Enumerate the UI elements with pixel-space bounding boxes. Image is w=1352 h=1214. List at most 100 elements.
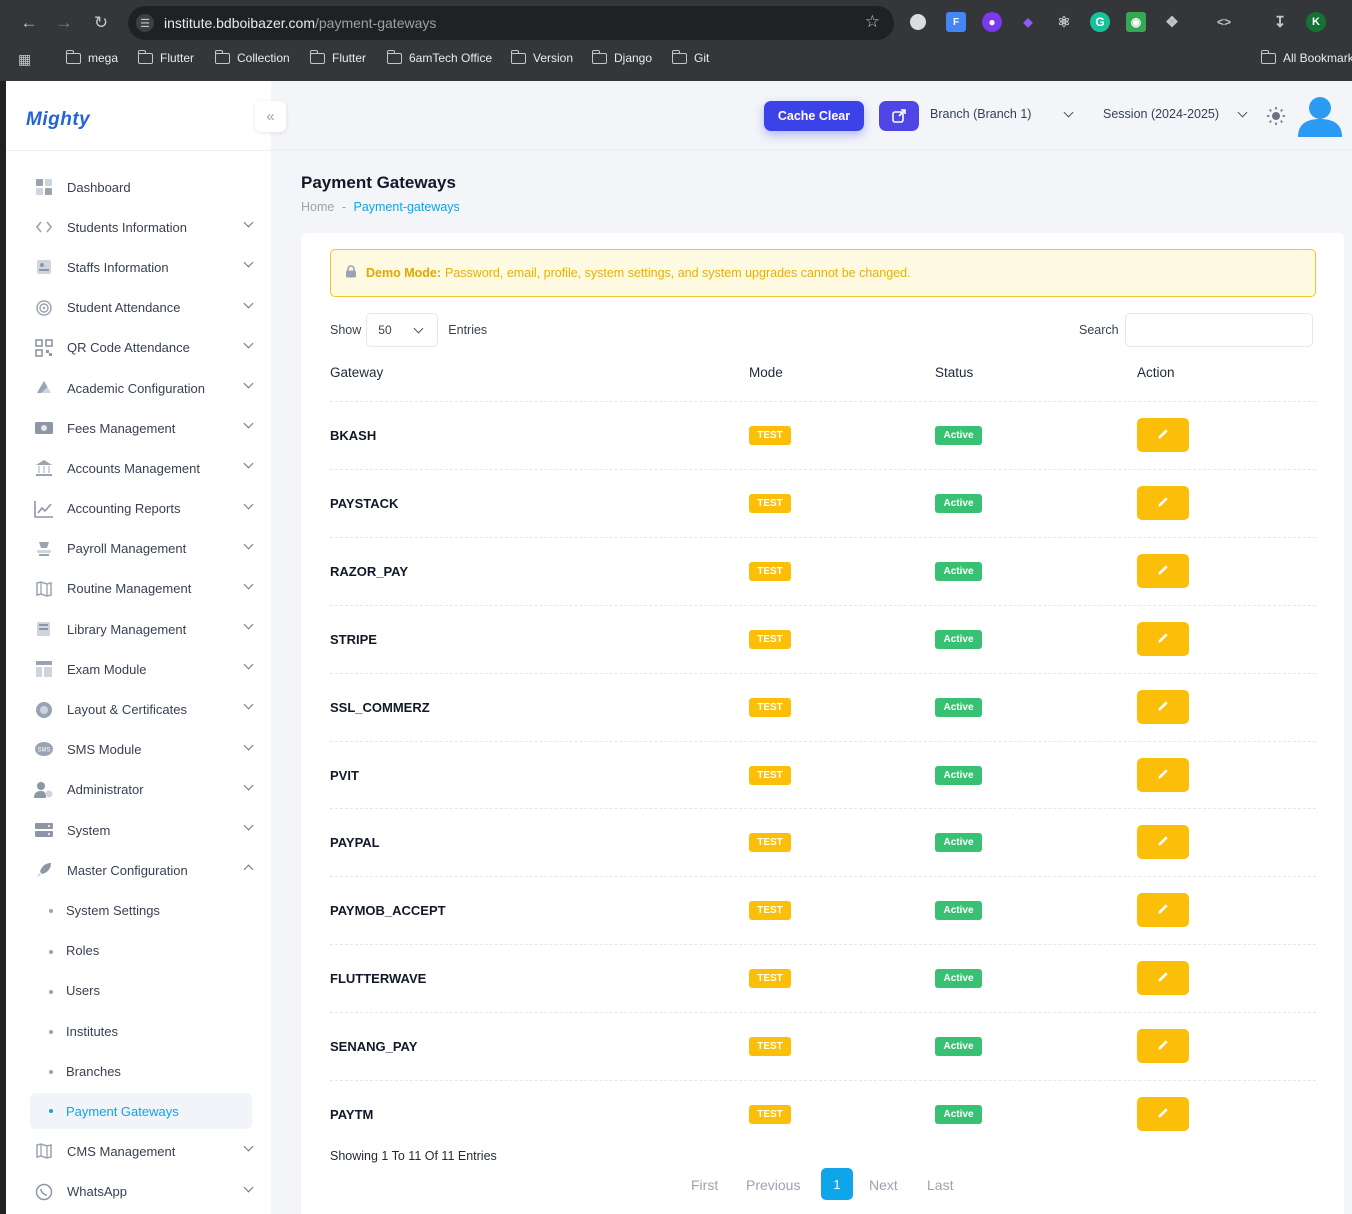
edit-button[interactable] bbox=[1137, 553, 1189, 588]
chevron-down-icon bbox=[243, 659, 254, 670]
sidebar-item-sms-module[interactable]: SMS SMS Module bbox=[30, 730, 254, 770]
pagination-last[interactable]: Last bbox=[927, 1177, 954, 1193]
sidebar-subitem-roles[interactable]: Roles bbox=[30, 931, 252, 971]
bookmark-folder[interactable]: mega bbox=[65, 49, 118, 65]
entries-select[interactable]: 50 bbox=[366, 313, 439, 347]
flutter-extension-icon[interactable]: F bbox=[946, 12, 966, 32]
bookmark-folder[interactable]: Version bbox=[510, 49, 573, 65]
all-bookmarks-folder[interactable]: All Bookmarks bbox=[1260, 49, 1352, 65]
extension-icon[interactable] bbox=[910, 14, 926, 30]
bookmark-folder[interactable]: Git bbox=[671, 49, 709, 65]
sidebar-item-payroll-management[interactable]: Payroll Management bbox=[30, 529, 254, 569]
edit-button[interactable] bbox=[1137, 961, 1189, 996]
pencil-icon bbox=[1157, 970, 1170, 986]
edit-button[interactable] bbox=[1137, 689, 1189, 724]
theme-toggle-sun-icon[interactable] bbox=[1266, 106, 1286, 126]
external-link-button[interactable] bbox=[879, 101, 919, 131]
chevron-down-icon bbox=[243, 699, 254, 710]
sidebar-item-library-management[interactable]: Library Management bbox=[30, 609, 254, 649]
pagination-next[interactable]: Next bbox=[869, 1177, 898, 1193]
branch-select[interactable]: Branch (Branch 1) bbox=[930, 107, 1032, 121]
camera-extension-icon[interactable]: ◉ bbox=[1126, 12, 1146, 32]
user-avatar[interactable] bbox=[1296, 95, 1344, 137]
edit-button[interactable] bbox=[1137, 825, 1189, 860]
bookmark-folder[interactable]: Django bbox=[591, 49, 652, 65]
chevron-up-icon bbox=[243, 864, 254, 875]
edit-button[interactable] bbox=[1137, 757, 1189, 792]
sidebar-item-accounting-reports[interactable]: Accounting Reports bbox=[30, 489, 254, 529]
address-bar[interactable]: ☰ institute.bdboibazer.com/payment-gatew… bbox=[128, 6, 894, 40]
bookmark-folder[interactable]: 6amTech Office bbox=[386, 49, 492, 65]
pencil-icon bbox=[1157, 427, 1170, 443]
sidebar-item-dashboard[interactable]: Dashboard bbox=[30, 167, 252, 207]
sidebar-item-staffs-information[interactable]: Staffs Information bbox=[30, 247, 254, 287]
bookmark-folder[interactable]: Flutter bbox=[309, 49, 366, 65]
extensions-puzzle-icon[interactable]: ❖ bbox=[1165, 14, 1179, 31]
breadcrumb-home[interactable]: Home bbox=[301, 200, 335, 214]
pagination-page-current[interactable]: 1 bbox=[821, 1168, 853, 1200]
sidebar-item-student-attendance[interactable]: Student Attendance bbox=[30, 288, 254, 328]
devtools-code-icon[interactable]: <> bbox=[1216, 15, 1231, 29]
sidebar-item-students-information[interactable]: Students Information bbox=[30, 207, 254, 247]
edit-button[interactable] bbox=[1137, 1029, 1189, 1064]
extension-icon[interactable]: ● bbox=[982, 12, 1002, 32]
pagination-previous[interactable]: Previous bbox=[746, 1177, 801, 1193]
sidebar-subitem-payment-gateways[interactable]: Payment Gateways bbox=[30, 1093, 252, 1130]
column-header-gateway[interactable]: Gateway bbox=[330, 365, 384, 380]
sidebar-subitem-system-settings[interactable]: System Settings bbox=[30, 890, 252, 930]
column-header-mode[interactable]: Mode bbox=[749, 365, 783, 380]
session-select[interactable]: Session (2024-2025) bbox=[1103, 107, 1220, 121]
edit-button[interactable] bbox=[1137, 1097, 1189, 1131]
brand-logo[interactable]: Mighty bbox=[26, 109, 91, 130]
sidebar-subitem-branches[interactable]: Branches bbox=[30, 1051, 252, 1091]
sidebar-item-qr-code-attendance[interactable]: QR Code Attendance bbox=[30, 328, 254, 368]
cache-clear-button[interactable]: Cache Clear bbox=[764, 101, 864, 131]
edit-button[interactable] bbox=[1137, 485, 1189, 520]
bookmark-folder[interactable]: Collection bbox=[214, 49, 290, 65]
bullet-dot-icon bbox=[49, 949, 53, 954]
sidebar-item-administrator[interactable]: Administrator bbox=[30, 770, 254, 810]
back-icon[interactable]: ← bbox=[20, 13, 38, 32]
profile-avatar[interactable]: K bbox=[1306, 12, 1326, 32]
column-header-status[interactable]: Status bbox=[935, 365, 974, 380]
edit-button[interactable] bbox=[1137, 621, 1189, 656]
extension-icon[interactable]: ◆ bbox=[1023, 15, 1033, 29]
sidebar-item-system[interactable]: System bbox=[30, 810, 254, 850]
status-badge: Active bbox=[935, 561, 982, 581]
sidebar-item-fees-management[interactable]: Fees Management bbox=[30, 408, 254, 448]
chevron-down-icon[interactable] bbox=[1063, 107, 1074, 118]
pagination-first[interactable]: First bbox=[691, 1177, 719, 1193]
forward-icon[interactable]: → bbox=[55, 13, 73, 32]
sidebar-subitem-users[interactable]: Users bbox=[30, 971, 252, 1011]
sidebar-item-layout-certificates[interactable]: Layout & Certificates bbox=[30, 689, 254, 729]
sidebar-item-exam-module[interactable]: Exam Module bbox=[30, 649, 254, 689]
sidebar-item-label: WhatsApp bbox=[67, 1184, 127, 1200]
chevron-down-icon[interactable] bbox=[1237, 107, 1248, 118]
sidebar-item-whatsapp[interactable]: WhatsApp bbox=[30, 1172, 254, 1212]
grammarly-icon[interactable]: G bbox=[1090, 12, 1110, 32]
download-icon[interactable]: ↧ bbox=[1273, 14, 1287, 31]
column-header-action: Action bbox=[1137, 365, 1175, 380]
sidebar-subitem-institutes[interactable]: Institutes bbox=[30, 1011, 252, 1051]
sidebar-item-master-configuration[interactable]: Master Configuration bbox=[30, 850, 254, 890]
sidebar-subitem-label: Users bbox=[66, 983, 100, 999]
table-row: PAYSTACK TEST Active bbox=[330, 468, 1316, 537]
edit-button[interactable] bbox=[1137, 893, 1189, 928]
search-input[interactable] bbox=[1124, 313, 1313, 347]
bookmark-star-icon[interactable]: ☆ bbox=[864, 12, 880, 31]
sidebar-item-accounts-management[interactable]: Accounts Management bbox=[30, 448, 254, 488]
sidebar-item-label: Student Attendance bbox=[67, 300, 181, 316]
collapse-sidebar-button[interactable]: « bbox=[255, 101, 286, 132]
site-info-icon[interactable]: ☰ bbox=[136, 14, 154, 32]
edit-button[interactable] bbox=[1137, 418, 1189, 452]
sidebar-item-label: CMS Management bbox=[67, 1143, 176, 1159]
bookmark-folder[interactable]: Flutter bbox=[137, 49, 194, 65]
reload-icon[interactable]: ↻ bbox=[93, 13, 109, 32]
sidebar-item-cms-management[interactable]: CMS Management bbox=[30, 1131, 254, 1171]
react-devtools-icon[interactable]: ⚛ bbox=[1057, 14, 1071, 31]
sidebar-item-label: Routine Management bbox=[67, 581, 192, 597]
apps-grid-icon[interactable]: ▦ bbox=[18, 51, 32, 67]
sidebar-item-academic-configuration[interactable]: Academic Configuration bbox=[30, 368, 254, 408]
browser-chrome: ← → ↻ ☰ institute.bdboibazer.com/payment… bbox=[0, 0, 1352, 81]
sidebar-item-routine-management[interactable]: Routine Management bbox=[30, 569, 254, 609]
